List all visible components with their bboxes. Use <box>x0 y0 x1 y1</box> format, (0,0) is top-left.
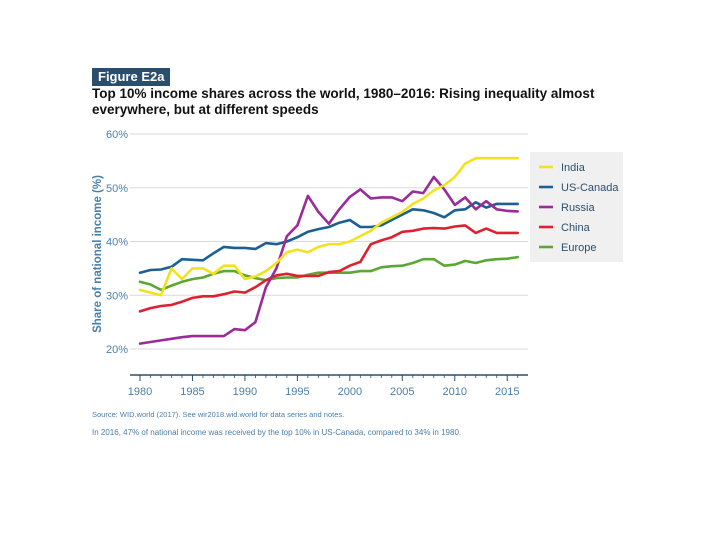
series-line-us-canada <box>138 201 520 275</box>
x-axis-ticks: 1980 1985 1990 1995 2000 2005 2010 2015 <box>128 375 519 398</box>
legend-label: Russia <box>561 202 596 214</box>
y-tick-label: 50% <box>106 183 128 195</box>
x-tick-label: 1980 <box>128 386 152 398</box>
grid-lines <box>130 133 528 350</box>
y-axis-label: Share of national income (%) <box>92 175 104 333</box>
x-tick-label: 2010 <box>443 386 467 398</box>
series-lines <box>138 156 520 345</box>
y-tick-label: 60% <box>106 129 128 141</box>
y-tick-label: 40% <box>106 237 128 249</box>
x-tick-label: 1995 <box>285 386 309 398</box>
series-line-russia <box>138 175 520 345</box>
figure-title: Top 10% income shares across the world, … <box>92 86 595 117</box>
legend: India US-Canada Russia China Europe <box>539 162 619 254</box>
legend-label: India <box>561 162 586 174</box>
source-note: Source: WID.world (2017). See wir2018.wi… <box>92 410 345 419</box>
x-tick-label: 2000 <box>338 386 362 398</box>
y-axis-ticks: 20% 30% 40% 50% 60% <box>106 129 128 356</box>
x-tick-label: 1985 <box>180 386 204 398</box>
x-tick-label: 2005 <box>390 386 414 398</box>
x-tick-label: 2015 <box>495 386 519 398</box>
series-line-india <box>138 156 520 297</box>
legend-label: China <box>561 222 591 234</box>
legend-label: Europe <box>561 242 596 254</box>
y-tick-label: 20% <box>106 344 128 356</box>
figure-badge: Figure E2a <box>92 68 171 86</box>
legend-label: US-Canada <box>561 182 619 194</box>
series-line-china <box>138 224 520 313</box>
footnote: In 2016, 47% of national income was rece… <box>92 428 462 437</box>
x-tick-label: 1990 <box>233 386 257 398</box>
y-tick-label: 30% <box>106 290 128 302</box>
